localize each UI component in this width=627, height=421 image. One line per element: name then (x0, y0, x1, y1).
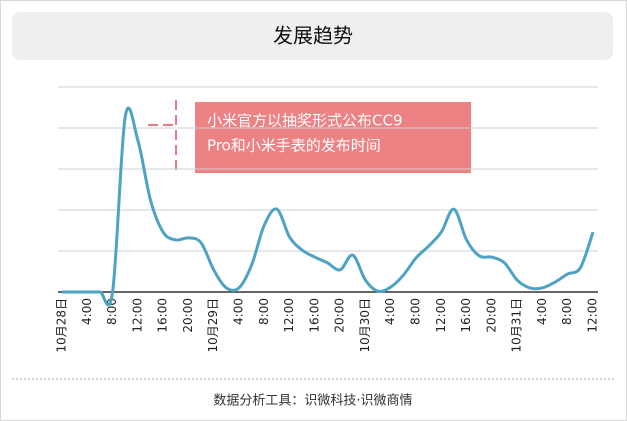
chart-title: 发展趋势 (273, 24, 353, 48)
x-tick-label: 8:00 (257, 298, 271, 325)
x-tick-label: 4:00 (80, 298, 94, 325)
line-series (62, 106, 595, 307)
x-tick-label: 8:00 (560, 298, 574, 325)
x-tick-label: 10月30日 (358, 298, 372, 353)
x-tick-label: 20:00 (333, 298, 347, 333)
x-tick-label: 12:00 (434, 298, 448, 333)
x-tick-label: 20:00 (484, 298, 498, 333)
x-tick-label: 4:00 (383, 298, 397, 325)
x-tick-label: 10月28日 (55, 298, 69, 353)
annotation: 小米官方以抽奖形式公布CC9 (207, 112, 403, 130)
x-tick-label: 16:00 (459, 298, 473, 333)
annotation-box (195, 102, 471, 173)
x-tick-label: 12:00 (586, 298, 600, 333)
x-tick-label: 8:00 (409, 298, 423, 325)
footer: 数据分析工具：识微科技·识微商情 (213, 394, 412, 409)
title-box (12, 12, 613, 60)
x-tick-label: 10月29日 (206, 298, 220, 353)
x-tick-label: 12:00 (130, 298, 144, 333)
annotation: Pro和小米手表的发布时间 (207, 137, 381, 155)
x-tick-label: 20:00 (181, 298, 195, 333)
x-tick-label: 4:00 (535, 298, 549, 325)
x-tick-label: 16:00 (156, 298, 170, 333)
x-tick-label: 16:00 (307, 298, 321, 333)
x-tick-label: 4:00 (232, 298, 246, 325)
x-tick-label: 12:00 (282, 298, 296, 333)
x-tick-label: 10月31日 (510, 298, 524, 353)
